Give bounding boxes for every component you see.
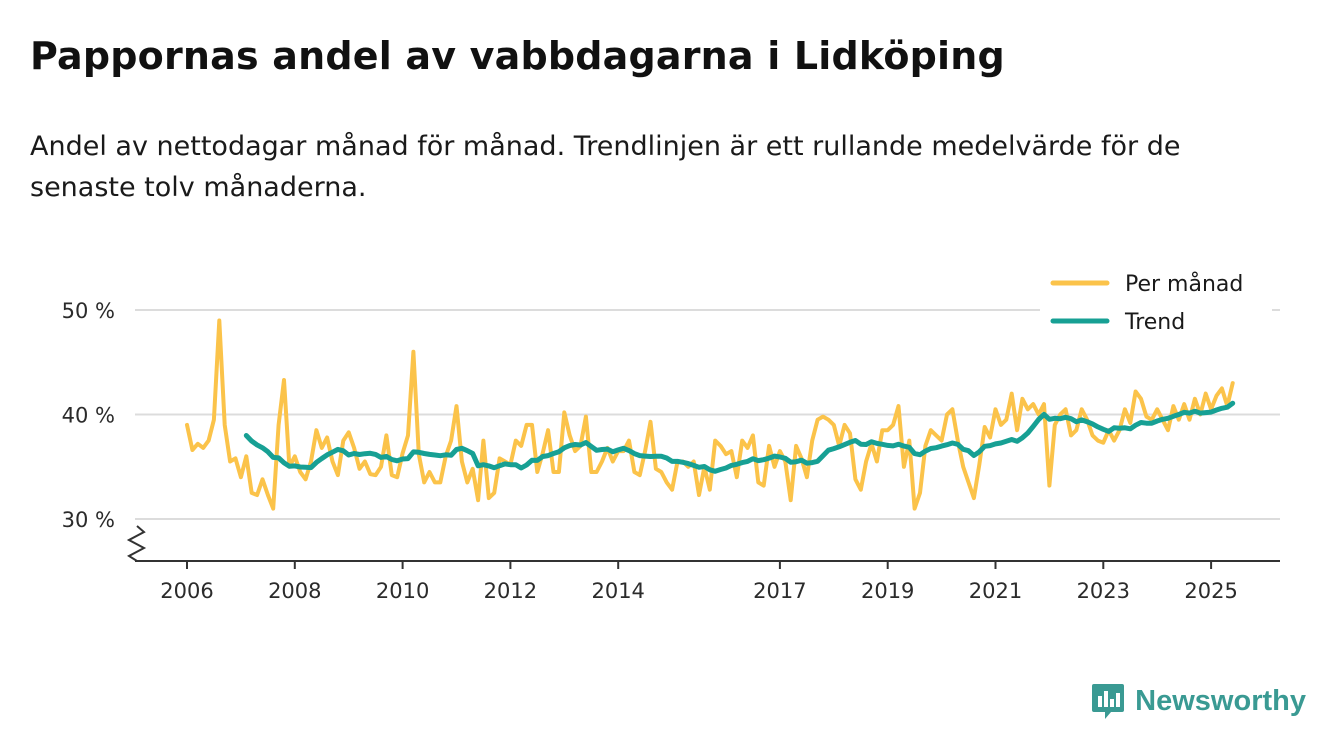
legend: Per månad Trend xyxy=(1040,262,1272,344)
x-tick-label-2012: 2012 xyxy=(484,579,537,603)
newsworthy-chart-icon xyxy=(1092,684,1125,719)
x-axis: 2006 2008 2010 2012 2014 2017 2019 2021 2023 2025 xyxy=(126,525,1280,603)
x-tick-label-2023: 2023 xyxy=(1077,579,1130,603)
x-tick-label-2008: 2008 xyxy=(268,579,321,603)
x-tick-label-2014: 2014 xyxy=(591,579,644,603)
x-tick-label-2006: 2006 xyxy=(160,579,213,603)
legend-label-0: Per månad xyxy=(1125,271,1243,297)
series-line-trend xyxy=(243,400,1236,474)
chart-title: Pappornas andel av vabbdagarna i Lidköpi… xyxy=(30,34,1005,78)
legend-background xyxy=(1040,262,1272,344)
x-tick-label-2010: 2010 xyxy=(376,579,429,603)
y-tick-label-30: 30 % xyxy=(62,508,115,532)
x-tick-label-2019: 2019 xyxy=(861,579,914,603)
brand-logo: Newsworthy xyxy=(1091,682,1306,720)
series-lines xyxy=(185,318,1236,511)
y-tick-label-50: 50 % xyxy=(62,299,115,323)
y-axis-ticks: 30 % 40 % 50 % xyxy=(62,299,115,532)
y-tick-label-40: 40 % xyxy=(62,404,115,428)
x-tick-label-2017: 2017 xyxy=(753,579,806,603)
x-tick-label-2025: 2025 xyxy=(1184,579,1237,603)
x-tick-label-2021: 2021 xyxy=(969,579,1022,603)
axis-break-mark xyxy=(126,525,147,562)
brand-name: Newsworthy xyxy=(1135,684,1306,717)
legend-label-1: Trend xyxy=(1124,310,1185,335)
chart-subtitle: Andel av nettodagar månad för månad. Tre… xyxy=(30,131,1181,203)
